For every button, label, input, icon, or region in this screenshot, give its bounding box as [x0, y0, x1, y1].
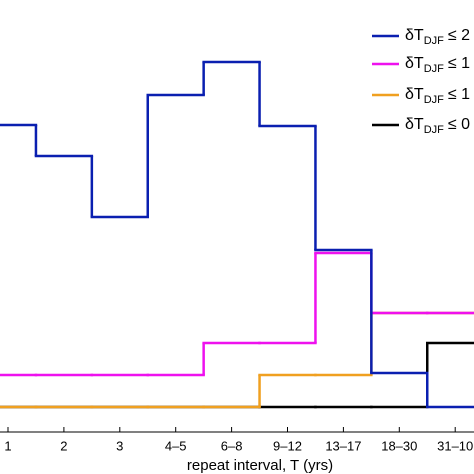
x-tick-label: 9–12 — [273, 438, 302, 453]
x-tick-label: 6–8 — [221, 438, 243, 453]
legend-subscript: DJF — [424, 94, 444, 106]
legend-name: δT — [405, 55, 424, 72]
x-tick-label: 31–10 — [437, 438, 473, 453]
legend-name: δT — [405, 86, 424, 103]
x-tick-label: 1 — [4, 438, 11, 453]
x-axis-label: repeat interval, T (yrs) — [187, 457, 333, 474]
step-series — [0, 251, 474, 377]
x-tick-label: 13–17 — [325, 438, 361, 453]
legend-subscript: DJF — [424, 35, 444, 47]
x-tick-label: 3 — [116, 438, 123, 453]
legend-threshold: ≤ 0 — [448, 116, 470, 133]
legend-threshold: ≤ 2 — [448, 27, 470, 44]
plot-area — [0, 60, 474, 409]
legend-subscript: DJF — [424, 124, 444, 136]
legend-label: δTDJF ≤ 1 — [405, 55, 470, 75]
x-tick-label: 18–30 — [381, 438, 417, 453]
legend-subscript: DJF — [424, 63, 444, 75]
legend-name: δT — [405, 116, 424, 133]
legend-threshold: ≤ 1 — [448, 86, 470, 103]
x-tick-label: 4–5 — [165, 438, 187, 453]
legend-label: δTDJF ≤ 0 — [405, 116, 470, 136]
legend-label: δTDJF ≤ 2 — [405, 27, 470, 47]
step-series — [0, 60, 474, 409]
legend-name: δT — [405, 27, 424, 44]
legend-threshold: ≤ 1 — [448, 55, 470, 72]
step-series — [0, 311, 474, 409]
legend-label: δTDJF ≤ 1 — [405, 86, 470, 106]
x-tick-label: 2 — [60, 438, 67, 453]
